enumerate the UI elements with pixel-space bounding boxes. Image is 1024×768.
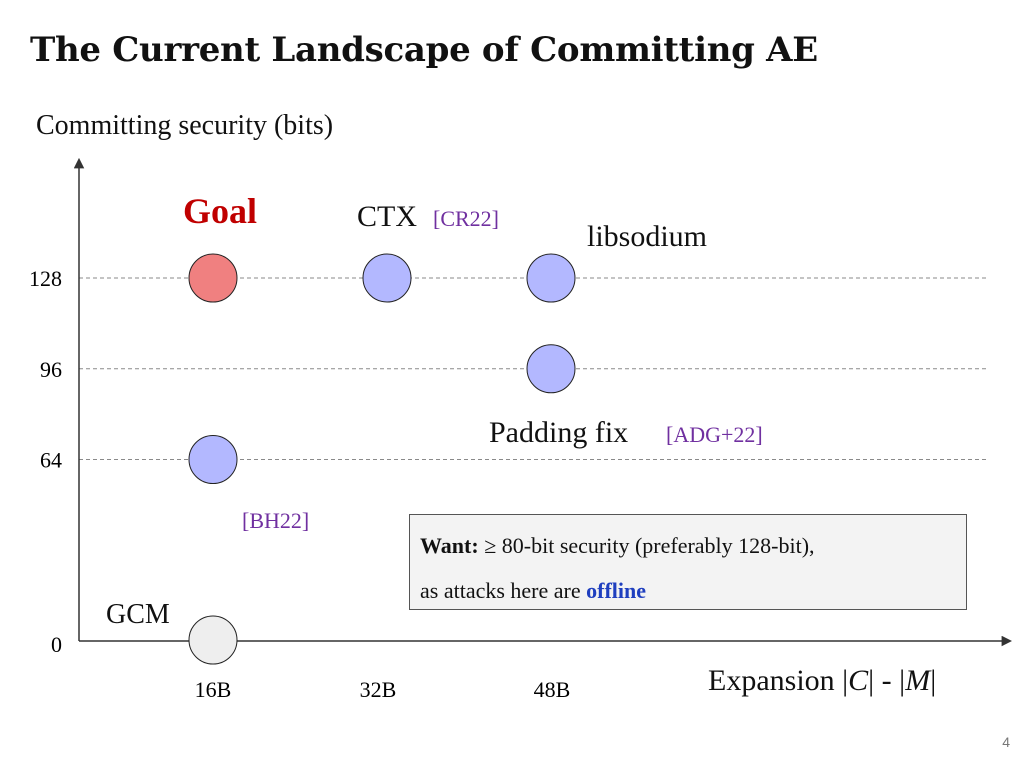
- offline-emphasis: offline: [586, 578, 647, 603]
- page-number: 4: [1002, 734, 1010, 750]
- point-ctx: [362, 253, 412, 303]
- slide-title: The Current Landscape of Committing AE: [30, 30, 818, 70]
- want-text: ≥ 80-bit security (preferably 128-bit),: [478, 533, 815, 558]
- point-label-padding-fix: Padding fix: [489, 416, 628, 449]
- want-label: Want:: [420, 533, 479, 558]
- y-tick-label: 96: [40, 357, 62, 382]
- x-tick-label: 32B: [360, 677, 397, 702]
- point-goal: [188, 253, 238, 303]
- x-axis-label: Expansion |C| - |M|: [708, 664, 937, 697]
- point-label-goal: Goal: [183, 191, 257, 231]
- point-label-ctx: CTX: [357, 200, 417, 233]
- point-label-libsodium: libsodium: [587, 220, 707, 253]
- y-axis-label: Committing security (bits): [36, 110, 334, 141]
- citation-ctx: [CR22]: [433, 206, 499, 231]
- want-line-2: as attacks here are offline: [420, 578, 646, 604]
- want-callout-box: Want: ≥ 80-bit security (preferably 128-…: [409, 514, 967, 610]
- citation-padding-fix: [ADG+22]: [666, 422, 763, 447]
- y-tick-label: 64: [40, 448, 62, 473]
- point-bh22: [188, 435, 238, 484]
- want-line-1: Want: ≥ 80-bit security (preferably 128-…: [420, 533, 815, 559]
- point-padding-fix: [526, 344, 576, 394]
- point-label-gcm: GCM: [106, 599, 170, 630]
- y-tick-label: 128: [29, 266, 62, 291]
- citation-bh22: [BH22]: [242, 508, 309, 533]
- y-tick-label: 0: [51, 632, 62, 657]
- x-tick-label: 48B: [534, 677, 571, 702]
- x-tick-label: 16B: [195, 677, 232, 702]
- want-text-2: as attacks here are: [420, 578, 587, 603]
- point-gcm: [188, 615, 238, 665]
- point-libsodium: [526, 253, 576, 303]
